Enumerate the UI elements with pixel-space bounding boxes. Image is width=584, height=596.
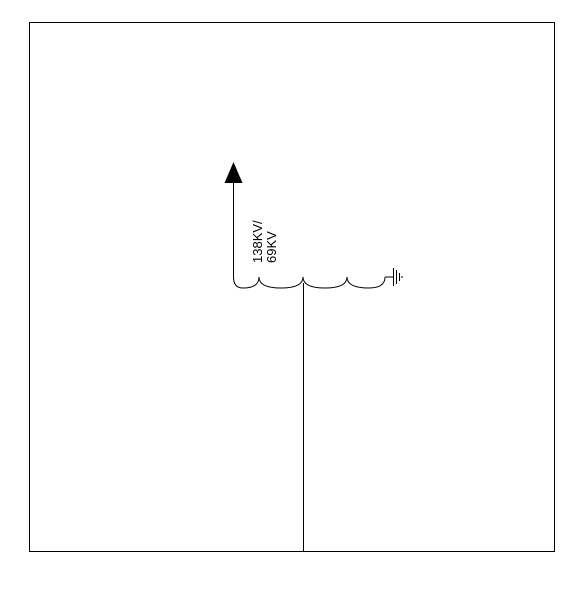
ground-symbol-icon [393,268,403,286]
arrowhead-up-icon [224,162,243,183]
transformer-winding-icon [233,276,386,289]
transformer-rating-line-2: 69KV [264,231,279,263]
transformer-rating-line-1: 138KV/ [250,220,265,263]
diagram-frame [29,22,555,552]
